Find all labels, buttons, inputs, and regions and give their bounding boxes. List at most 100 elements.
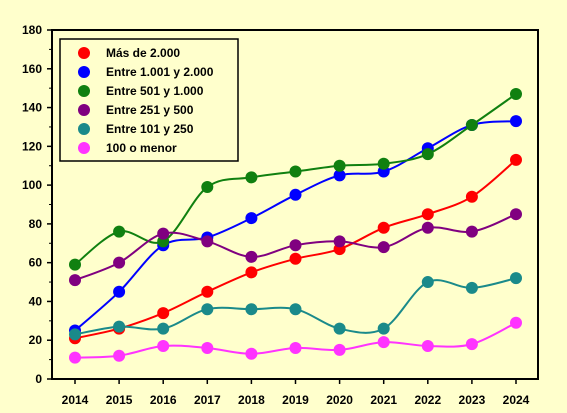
x-tick-label: 2021 bbox=[370, 393, 397, 407]
data-point bbox=[289, 165, 302, 178]
data-point bbox=[157, 307, 170, 320]
data-point bbox=[377, 221, 390, 234]
data-point bbox=[69, 328, 81, 341]
x-tick-label: 2023 bbox=[459, 393, 486, 407]
data-point bbox=[333, 159, 346, 172]
legend-marker bbox=[78, 142, 90, 154]
data-point bbox=[245, 303, 258, 316]
x-axis: 2014 2015 2016 2017 2018 2019 2020 2021 2022 2023… bbox=[62, 379, 530, 407]
data-point bbox=[245, 347, 258, 360]
data-point bbox=[465, 225, 478, 238]
data-point bbox=[377, 322, 390, 335]
legend-entry: Entre 501 y 1.000 bbox=[78, 84, 204, 98]
y-tick-label: 100 bbox=[22, 178, 42, 192]
data-point bbox=[333, 322, 346, 335]
data-point bbox=[245, 266, 258, 279]
data-point bbox=[377, 336, 390, 349]
data-point bbox=[465, 338, 478, 351]
legend-marker bbox=[78, 47, 90, 59]
data-point bbox=[245, 171, 258, 184]
legend-marker bbox=[78, 104, 90, 116]
legend-marker bbox=[78, 66, 90, 78]
data-point bbox=[69, 258, 81, 271]
data-point bbox=[510, 153, 522, 166]
x-tick-label: 2024 bbox=[503, 393, 530, 407]
x-tick-label: 2018 bbox=[238, 393, 265, 407]
data-point bbox=[201, 285, 214, 298]
y-tick-label: 160 bbox=[22, 62, 42, 76]
y-tick-label: 60 bbox=[29, 256, 43, 270]
legend-entry: Entre 251 y 500 bbox=[78, 103, 194, 117]
data-point bbox=[113, 225, 126, 238]
legend-box bbox=[59, 38, 239, 162]
y-tick-label: 140 bbox=[22, 101, 42, 115]
x-tick-label: 2016 bbox=[150, 393, 177, 407]
y-tick-label: 0 bbox=[35, 372, 42, 386]
series-4 bbox=[69, 208, 522, 287]
series-6 bbox=[69, 316, 522, 364]
legend: Más de 2.000 Entre 1.001 y 2.000 Entre 501… bbox=[59, 38, 239, 162]
x-tick-label: 2017 bbox=[194, 393, 221, 407]
data-point bbox=[201, 235, 214, 248]
data-point bbox=[69, 351, 81, 364]
legend-label: Entre 101 y 250 bbox=[106, 122, 194, 136]
legend-label: Más de 2.000 bbox=[106, 46, 180, 60]
series-layer bbox=[69, 87, 522, 364]
legend-marker bbox=[78, 85, 90, 97]
legend-entry: 100 o menor bbox=[78, 141, 177, 155]
legend-label: 100 o menor bbox=[106, 141, 177, 155]
data-point bbox=[333, 235, 346, 248]
x-tick-label: 2022 bbox=[414, 393, 441, 407]
data-point bbox=[465, 281, 478, 294]
legend-entry: Entre 1.001 y 2.000 bbox=[78, 65, 214, 79]
data-point bbox=[113, 349, 126, 362]
data-point bbox=[510, 208, 522, 221]
data-point bbox=[245, 212, 258, 225]
data-point bbox=[377, 157, 390, 170]
data-point bbox=[157, 322, 170, 335]
x-tick-label: 2015 bbox=[106, 393, 133, 407]
data-point bbox=[510, 115, 522, 128]
data-point bbox=[510, 272, 522, 285]
data-point bbox=[465, 119, 478, 132]
data-point bbox=[289, 341, 302, 354]
data-point bbox=[377, 241, 390, 254]
legend-label: Entre 501 y 1.000 bbox=[106, 84, 204, 98]
data-point bbox=[421, 208, 434, 221]
data-point bbox=[289, 252, 302, 265]
data-point bbox=[113, 256, 126, 269]
y-tick-label: 120 bbox=[22, 139, 42, 153]
data-point bbox=[421, 221, 434, 234]
data-point bbox=[289, 188, 302, 201]
data-point bbox=[421, 148, 434, 161]
data-point bbox=[157, 340, 170, 353]
data-point bbox=[113, 320, 126, 333]
series-5 bbox=[69, 272, 522, 341]
x-tick-label: 2019 bbox=[282, 393, 309, 407]
data-point bbox=[289, 239, 302, 252]
y-axis: 0 20 40 60 80 100 120 140 160 180 bbox=[22, 23, 52, 386]
data-point bbox=[201, 341, 214, 354]
data-point bbox=[333, 343, 346, 356]
data-point bbox=[245, 250, 258, 263]
legend-entry: Más de 2.000 bbox=[78, 46, 180, 60]
y-tick-label: 80 bbox=[29, 217, 43, 231]
legend-label: Entre 251 y 500 bbox=[106, 103, 194, 117]
data-point bbox=[510, 87, 522, 100]
y-tick-label: 20 bbox=[29, 333, 43, 347]
data-point bbox=[201, 303, 214, 316]
data-point bbox=[510, 316, 522, 329]
data-point bbox=[465, 190, 478, 203]
data-point bbox=[157, 227, 170, 240]
x-tick-label: 2020 bbox=[326, 393, 353, 407]
data-point bbox=[289, 303, 302, 316]
data-point bbox=[69, 274, 81, 287]
data-point bbox=[201, 181, 214, 194]
legend-label: Entre 1.001 y 2.000 bbox=[106, 65, 214, 79]
x-tick-label: 2014 bbox=[62, 393, 89, 407]
y-tick-label: 180 bbox=[22, 23, 42, 37]
data-point bbox=[333, 169, 346, 182]
legend-marker bbox=[78, 123, 90, 135]
series-3 bbox=[69, 87, 522, 271]
